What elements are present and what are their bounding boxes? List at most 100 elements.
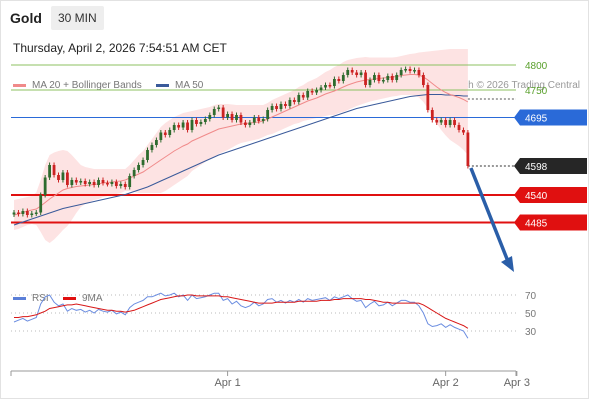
candle bbox=[88, 182, 92, 184]
candle bbox=[199, 122, 203, 124]
candle bbox=[155, 140, 158, 145]
rsi-ma9-line bbox=[14, 294, 469, 329]
candle bbox=[457, 125, 461, 130]
candle bbox=[230, 114, 234, 120]
level-tag-4695 bbox=[514, 109, 587, 126]
candle bbox=[119, 184, 123, 186]
level-label-4750: 4750 bbox=[525, 86, 548, 97]
candle bbox=[430, 110, 434, 120]
candle bbox=[123, 184, 127, 187]
level-label-4800: 4800 bbox=[525, 61, 548, 72]
rsi-line bbox=[13, 292, 469, 339]
x-label-Apr-2: Apr 2 bbox=[433, 377, 459, 389]
candle bbox=[25, 211, 29, 215]
level-tag-4598 bbox=[514, 158, 587, 174]
legend-rsi-label: RSI bbox=[32, 293, 49, 304]
candle bbox=[292, 100, 296, 102]
candle bbox=[172, 125, 176, 130]
candle bbox=[333, 79, 336, 86]
candle bbox=[48, 165, 51, 178]
candle bbox=[466, 132, 470, 166]
research-credit: Research © 2026 Trading Central bbox=[430, 80, 580, 91]
candle bbox=[239, 115, 243, 123]
candle bbox=[341, 75, 345, 81]
candle bbox=[217, 107, 221, 109]
level-tag-4540 bbox=[514, 187, 587, 203]
candle bbox=[212, 109, 216, 115]
candle bbox=[101, 180, 105, 183]
candle bbox=[61, 172, 65, 180]
candle bbox=[195, 120, 198, 124]
candle bbox=[310, 91, 314, 93]
candle bbox=[57, 175, 60, 180]
candle bbox=[266, 110, 270, 119]
candle bbox=[150, 145, 154, 150]
instrument-title: Gold bbox=[10, 10, 42, 26]
candle bbox=[79, 181, 83, 183]
candle bbox=[146, 150, 149, 160]
legend-ma50-swatch bbox=[156, 84, 169, 87]
candle bbox=[34, 212, 38, 214]
candle bbox=[435, 120, 439, 123]
candle bbox=[97, 180, 100, 185]
candle bbox=[373, 75, 376, 80]
candle bbox=[203, 119, 207, 122]
legend-ma20-swatch bbox=[13, 84, 26, 87]
candle bbox=[275, 106, 278, 109]
candle bbox=[337, 79, 341, 81]
level-label-4485: 4485 bbox=[525, 219, 548, 230]
timeframe-button[interactable]: 30 MIN bbox=[51, 6, 104, 30]
candle bbox=[462, 130, 465, 133]
level-tag-4485 bbox=[514, 214, 587, 231]
candle bbox=[177, 125, 181, 128]
bollinger-band bbox=[14, 49, 468, 243]
candle bbox=[261, 119, 265, 121]
candle bbox=[70, 180, 74, 185]
candle bbox=[226, 114, 229, 118]
candle bbox=[359, 72, 363, 75]
candle bbox=[404, 69, 407, 71]
legend-ma50-label: MA 50 bbox=[175, 80, 204, 91]
legend-9ma: 9MA bbox=[63, 293, 103, 304]
candle bbox=[163, 132, 167, 135]
candle bbox=[114, 182, 118, 186]
candle bbox=[257, 117, 261, 121]
candle bbox=[422, 75, 425, 85]
candle bbox=[448, 120, 452, 125]
candle bbox=[408, 69, 412, 71]
candle bbox=[181, 122, 185, 128]
candle bbox=[395, 75, 399, 80]
forecast-arrow bbox=[469, 167, 511, 265]
candle bbox=[141, 160, 145, 165]
rsi-tick-70: 70 bbox=[525, 291, 537, 302]
candle bbox=[301, 95, 305, 98]
level-label-4598: 4598 bbox=[525, 162, 548, 173]
candle bbox=[235, 115, 238, 120]
candle bbox=[297, 95, 301, 102]
ma50-line bbox=[13, 94, 468, 226]
candle bbox=[244, 122, 247, 125]
candle bbox=[390, 76, 394, 80]
candle bbox=[74, 180, 78, 183]
legend-9ma-label: 9MA bbox=[82, 293, 103, 304]
candle bbox=[444, 120, 448, 125]
candle bbox=[168, 130, 172, 135]
candle bbox=[355, 72, 359, 75]
candle bbox=[346, 70, 350, 75]
candle bbox=[381, 80, 385, 82]
candle bbox=[43, 177, 47, 195]
legend-rsi-swatch bbox=[13, 297, 26, 300]
candle bbox=[453, 120, 456, 125]
legend-ma20-label: MA 20 + Bollinger Bands bbox=[32, 80, 142, 91]
candle bbox=[252, 117, 256, 123]
candle bbox=[288, 100, 292, 106]
level-label-4540: 4540 bbox=[525, 191, 548, 202]
candle bbox=[284, 104, 287, 106]
candle bbox=[328, 85, 332, 87]
candle bbox=[17, 212, 20, 214]
candle bbox=[221, 107, 225, 118]
datetime-label: Thursday, April 2, 2026 7:54:51 AM CET bbox=[13, 41, 227, 55]
candle bbox=[52, 165, 56, 175]
